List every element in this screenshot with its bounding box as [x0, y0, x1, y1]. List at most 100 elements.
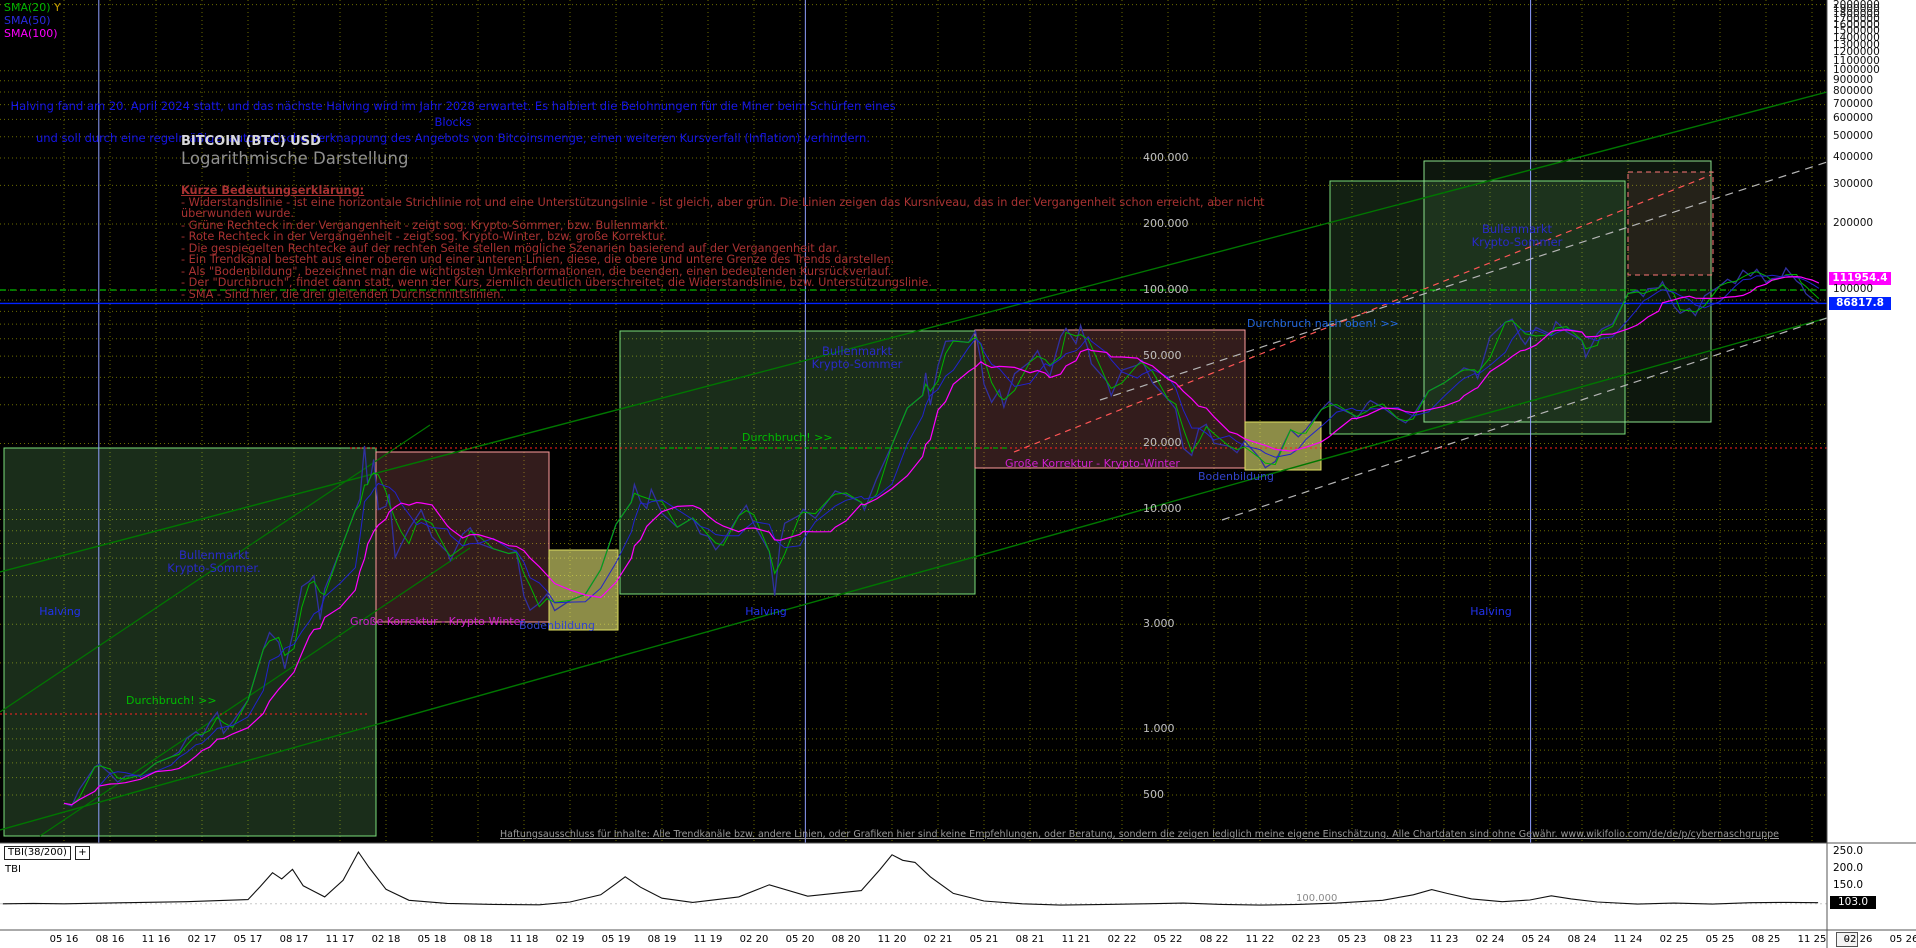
y-axis-label: 800000 [1833, 84, 1874, 97]
y-axis-label: 1900000 [1833, 2, 1880, 15]
x-axis-label: 08 21 [1015, 934, 1045, 945]
tbi-value-chip: 103.0 [1830, 896, 1876, 909]
y-axis-label: 600000 [1833, 112, 1874, 125]
y-axis-marker-icon: Y [54, 1, 61, 14]
trend-channel-lower [0, 317, 1828, 831]
x-axis-label: 11 16 [141, 934, 171, 945]
explanation-line: - Als "Bodenbildung", bezeichnet man die… [181, 264, 892, 278]
y-axis-label: 1100000 [1833, 54, 1880, 67]
sma100-price-chip: 111954.4 [1829, 272, 1891, 285]
y-axis-label: 1000000 [1833, 63, 1880, 76]
scenario-red-dashed [1013, 174, 1712, 453]
bull-market-label-3b: Krypto-Sommer [1471, 235, 1563, 249]
price-level-label: 200.000 [1143, 217, 1189, 231]
x-axis-label: 08 24 [1567, 934, 1597, 945]
y-axis-label: 1400000 [1833, 31, 1880, 44]
breakout-up-label: Durchbruch nach oben! >> [1247, 317, 1399, 330]
x-axis-label: 02 19 [555, 934, 585, 945]
price-level-label: 100.000 [1143, 283, 1189, 297]
chart-title: BITCOIN (BTC) USD [181, 134, 321, 149]
legend-sma50: SMA(50) [4, 14, 51, 27]
x-axis-label: 05 16 [49, 934, 79, 945]
price-level-label: 400.000 [1143, 151, 1189, 164]
scenario-correction-rect [1627, 171, 1714, 276]
bottoming-label-1: Bodenbildung [519, 619, 596, 632]
x-axis-label: 08 19 [647, 934, 677, 945]
x-axis-label: 08 18 [463, 934, 493, 945]
y-axis-label: 300000 [1833, 178, 1874, 191]
bottoming-rect-1 [548, 549, 619, 631]
y-axis-label: 200000 [1833, 217, 1874, 230]
x-axis-label: 02 26 [1843, 934, 1873, 945]
tbi-indicator-button[interactable]: TBI(38/200) [4, 846, 71, 860]
collapse-button[interactable]: - [1836, 932, 1858, 947]
x-axis-label: 08 16 [95, 934, 125, 945]
x-axis-label: 02 24 [1475, 934, 1505, 945]
y-axis-label: 1200000 [1833, 46, 1880, 59]
explanation-line: - Grüne Rechteck in der Vergangenheit - … [181, 218, 668, 232]
halving-note-line2: und soll durch eine regelmäßige, automat… [35, 131, 870, 145]
legend-sma100: SMA(100) [4, 27, 58, 40]
x-axis-label: 08 20 [831, 934, 861, 945]
x-axis-label: 08 25 [1751, 934, 1781, 945]
explanation-line: - Rote Rechteck in der Vergangenheit - z… [181, 230, 667, 243]
bull-market-rect-1 [3, 447, 377, 837]
x-axis-label: 11 20 [877, 934, 907, 945]
tbi-name-label: TBI [5, 864, 21, 875]
last-price-chip: 86817.8 [1829, 297, 1891, 310]
halving-label-3: Halving [1470, 605, 1512, 618]
bull-market-label-1b: Krypto-Sommer. [167, 561, 261, 575]
correction-label-1: Große Korrektur - Krypto-Winter [350, 615, 525, 628]
x-axis-label: 02 21 [923, 934, 953, 945]
x-axis-label: 11 22 [1245, 934, 1275, 945]
x-axis-label: 02 17 [187, 934, 217, 945]
tbi-add-button[interactable]: + [75, 846, 90, 860]
right-axis-strip [1827, 0, 1916, 948]
price-level-label: 3.000 [1143, 617, 1175, 631]
x-axis-label: 02 25 [1659, 934, 1689, 945]
y-axis-label: 1500000 [1833, 25, 1880, 38]
x-axis-label: 08 22 [1199, 934, 1229, 945]
y-axis-label: 700000 [1833, 97, 1874, 110]
x-axis-label: 05 25 [1705, 934, 1735, 945]
y-axis-label: 400000 [1833, 151, 1874, 163]
price-level-label: 1.000 [1143, 721, 1175, 735]
bull-market-rect-3 [1329, 180, 1626, 435]
explanation-line: - Der "Durchbruch", findet dann statt, w… [181, 276, 932, 289]
tbi-line [2, 850, 1819, 906]
scenario-bull-rect [1423, 160, 1712, 423]
bull-market-rect-2 [619, 330, 976, 595]
bull-market-label-1: Bullenmarkt [178, 548, 250, 562]
x-axis-label: 05 24 [1521, 934, 1551, 945]
explanation-line: - Ein Trendkanal besteht aus einer obere… [181, 253, 895, 266]
explanation-line: - Die gespiegelten Rechtecke auf der rec… [181, 241, 840, 255]
halving-note-line1: Halving fand am 20. April 2024 statt, un… [10, 99, 896, 129]
x-axis-label: 05 26 [1889, 934, 1916, 945]
x-axis-label: 05 21 [969, 934, 999, 945]
correction-rect-2 [974, 329, 1246, 469]
x-axis-label: 11 25 [1797, 934, 1827, 945]
tbi-axis-label-150: 150.0 [1833, 879, 1864, 891]
x-axis-label: 02 22 [1107, 934, 1137, 945]
legend-sma20: SMA(20) [4, 1, 51, 14]
sma-legend: SMA(20) SMA(50) SMA(100) [4, 1, 58, 40]
x-axis-label: 02 20 [739, 934, 769, 945]
breakout-label-1: Durchbruch! >> [126, 694, 217, 707]
x-axis-label: 05 18 [417, 934, 447, 945]
x-axis-label: 05 19 [601, 934, 631, 945]
halving-label-1: Halving [39, 605, 81, 618]
y-axis-label: 1700000 [1833, 13, 1880, 26]
steep-channel-upper [0, 424, 431, 713]
sma100-line [63, 275, 1820, 806]
price-level-label: 500 [1143, 787, 1164, 801]
x-axis-strip [0, 930, 1916, 948]
tbi-panel [0, 843, 1827, 930]
explanation-line: - Widerstandslinie - ist eine horizontal… [181, 195, 1265, 220]
y-axis-label: 100000 [1833, 283, 1874, 296]
x-axis-label: 08 23 [1383, 934, 1413, 945]
x-axis-label: 11 17 [325, 934, 355, 945]
bull-market-label-2b: Krypto-Sommer [811, 357, 903, 371]
y-axis-label: 900000 [1833, 73, 1874, 86]
